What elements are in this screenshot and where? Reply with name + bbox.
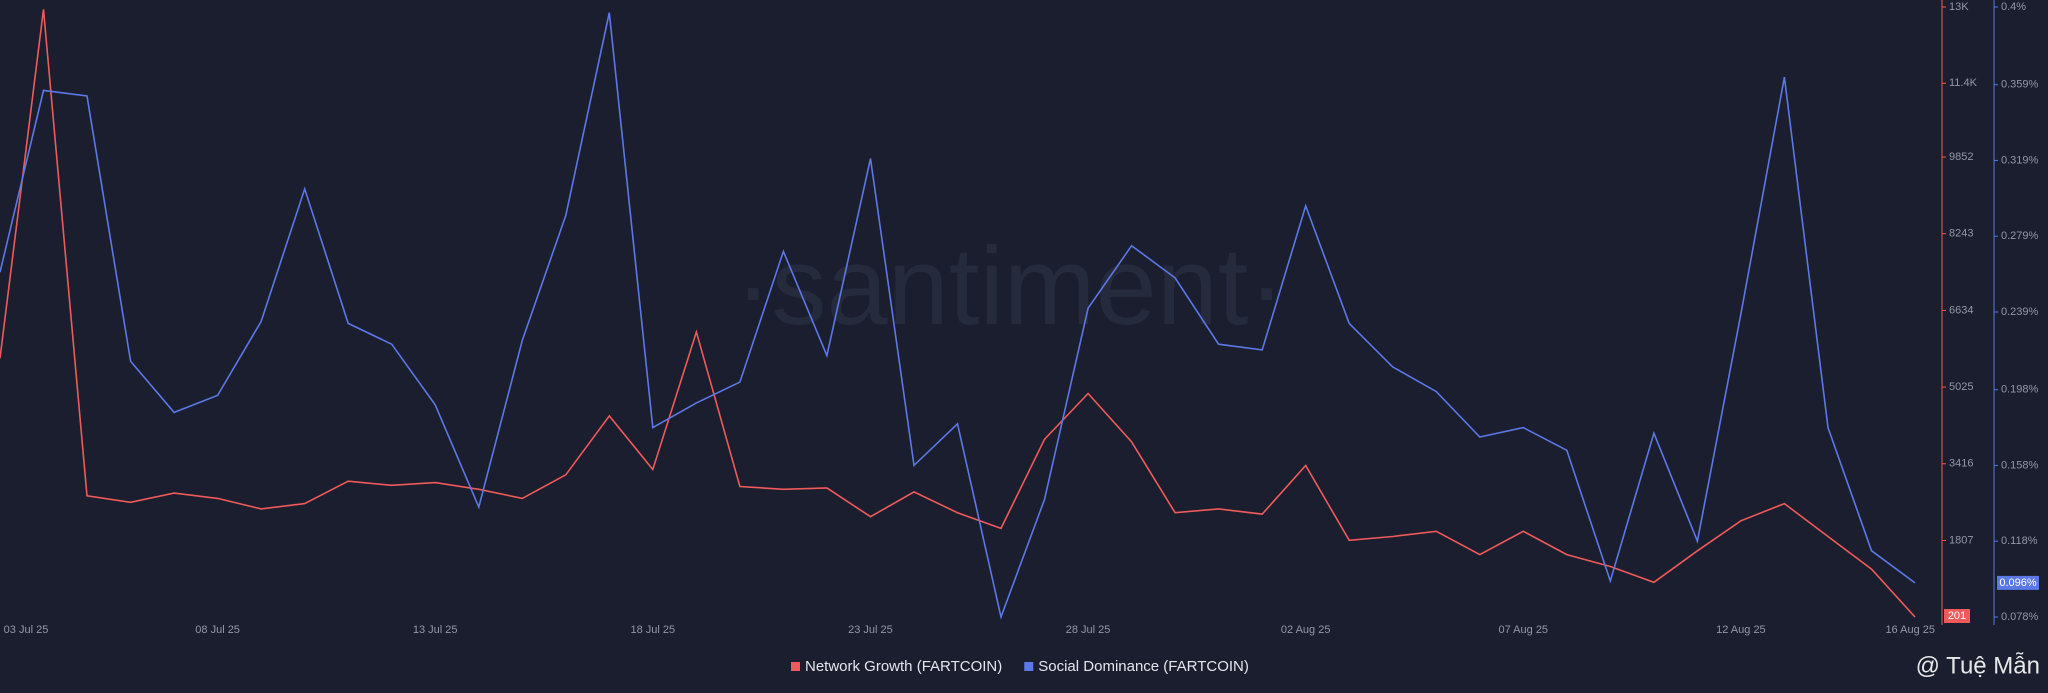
y2-tick-label: 0.4%: [2001, 1, 2026, 13]
y2-tick-label: 0.359%: [2001, 79, 2039, 91]
x-tick-label: 23 Jul 25: [848, 624, 893, 636]
legend-swatch: [791, 662, 800, 671]
x-tick-label: 02 Aug 25: [1281, 624, 1331, 636]
x-tick-label: 12 Aug 25: [1716, 624, 1766, 636]
y2-tick-label: 0.279%: [2001, 230, 2039, 242]
x-tick-label: 07 Aug 25: [1499, 624, 1549, 636]
y-tick-label: 1807: [1949, 534, 1973, 546]
legend-label: Network Growth (FARTCOIN): [805, 658, 1002, 675]
y-tick-label: 8243: [1949, 228, 1973, 240]
y-tick-label: 6634: [1949, 304, 1973, 316]
line-series: [0, 12, 1916, 620]
y-tick-label: 11.4K: [1949, 77, 1978, 89]
y2-tick-label: 0.319%: [2001, 154, 2039, 166]
y-tick-label: 9852: [1949, 151, 1973, 163]
y-tick-label: 13K: [1949, 1, 1969, 13]
y-tick-label: 3416: [1949, 458, 1973, 470]
legend-swatch: [1024, 662, 1034, 671]
author-watermark: @ Tuệ Mẫn: [1916, 652, 2040, 679]
y2-tick-label: 0.158%: [2001, 459, 2039, 471]
y2-tick-label: 0.078%: [2001, 611, 2039, 623]
x-tick-label: 16 Aug 25: [1885, 624, 1935, 636]
line-series: [0, 9, 1916, 618]
current-value-badge: [1944, 609, 1970, 623]
x-tick-label: 18 Jul 25: [631, 624, 676, 636]
brand-watermark: ·santiment·: [735, 225, 1285, 348]
current-value-label: 201: [1948, 610, 1966, 622]
x-tick-label: 28 Jul 25: [1066, 624, 1111, 636]
y-tick-label: 5025: [1949, 381, 1973, 393]
x-tick-label: 08 Jul 25: [195, 624, 240, 636]
current-value-badge: [1997, 575, 2039, 590]
y2-tick-label: 0.239%: [2001, 306, 2039, 318]
y2-tick-label: 0.118%: [2001, 535, 2038, 547]
x-tick-label: 13 Jul 25: [413, 624, 458, 636]
legend-label: Social Dominance (FARTCOIN): [1038, 658, 1249, 675]
current-value-label: 0.096%: [1999, 577, 2037, 589]
y2-tick-label: 0.198%: [2001, 384, 2039, 396]
x-tick-label: 03 Jul 25: [4, 624, 49, 636]
